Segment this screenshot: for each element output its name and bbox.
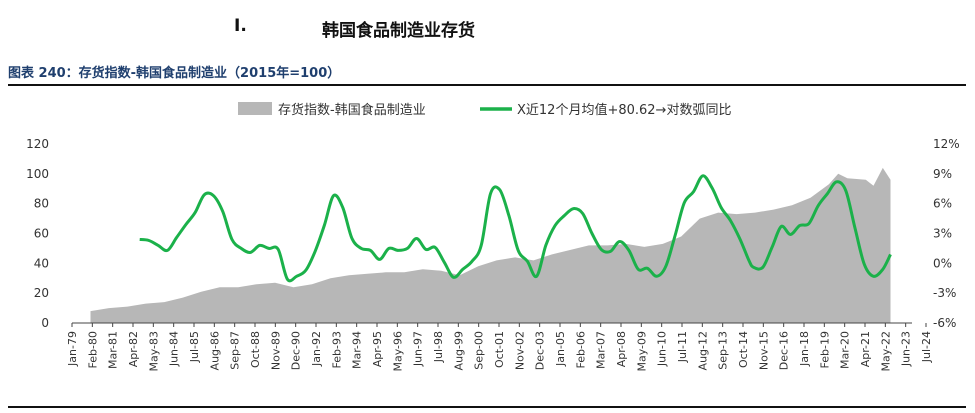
y-left-tick-label: 120 — [26, 137, 49, 151]
x-tick-label: Oct-01 — [493, 331, 506, 368]
section-heading: I. 韩国食品制造业存货 — [0, 16, 975, 42]
x-tick-label: Dec-16 — [778, 331, 791, 370]
x-tick-label: Jan-05 — [554, 331, 567, 367]
y-right-tick-label: -6% — [933, 316, 956, 330]
yoy-line — [139, 174, 892, 283]
y-right-tick-label: 9% — [933, 167, 952, 181]
section-number: I. — [234, 16, 247, 36]
x-tick-label: Jul-85 — [188, 331, 201, 363]
x-tick-label: Jun-84 — [168, 331, 181, 367]
x-tick-label: Jun-10 — [656, 331, 669, 367]
x-tick-label: Feb-93 — [330, 331, 343, 368]
y-left-tick-label: 100 — [26, 167, 49, 181]
x-tick-label: Aug-12 — [696, 331, 709, 370]
x-tick-label: Apr-82 — [127, 331, 140, 367]
x-tick-label: Dec-90 — [290, 331, 303, 370]
figure-title: 图表 240：存货指数-韩国食品制造业（2015年=100） — [8, 66, 341, 81]
x-tick-label: Apr-08 — [615, 331, 628, 367]
y-left-tick-label: 20 — [34, 286, 49, 300]
x-tick-label: Nov-89 — [269, 331, 282, 370]
legend-swatch-area — [238, 102, 272, 115]
y-left-tick-label: 60 — [34, 227, 49, 241]
x-tick-label: Nov-15 — [757, 331, 770, 370]
y-left-tick-label: 0 — [41, 316, 49, 330]
x-tick-label: Oct-14 — [737, 331, 750, 368]
x-tick-label: Mar-07 — [595, 331, 608, 369]
x-tick-label: Mar-81 — [107, 331, 120, 369]
x-tick-label: Feb-19 — [818, 331, 831, 368]
x-tick-label: Nov-02 — [513, 331, 526, 370]
legend-label-area: 存货指数-韩国食品制造业 — [278, 102, 426, 118]
x-tick-label: Mar-20 — [839, 331, 852, 369]
x-tick-label: Jun-97 — [412, 331, 425, 367]
top-rule — [8, 84, 966, 86]
x-tick-label: May-83 — [147, 331, 160, 372]
x-tick-label: Aug-99 — [452, 331, 465, 370]
x-tick-label: Jan-79 — [66, 331, 79, 367]
x-tick-label: Jan-18 — [798, 331, 811, 367]
inventory-index-area — [90, 167, 891, 323]
y-left-tick-label: 40 — [34, 256, 49, 270]
x-tick-label: Jul-24 — [920, 331, 933, 363]
legend-label-line: X近12个月均值+80.62→对数弧同比 — [517, 102, 731, 118]
y-right-tick-label: 3% — [933, 227, 952, 241]
x-tick-label: May-22 — [879, 331, 892, 372]
section-title: 韩国食品制造业存货 — [322, 21, 475, 41]
x-tick-label: Dec-03 — [534, 331, 547, 370]
x-tick-label: Jul-98 — [432, 331, 445, 363]
chart: 0 20 40 60 80 100 120 -6% -3% 0% 3% 6% 9% 12% Jan-79 Fe… — [26, 102, 960, 372]
x-tick-label: May-09 — [635, 331, 648, 372]
x-tick-label: Jun-23 — [900, 331, 913, 367]
x-tick-label: Sep-13 — [717, 331, 730, 370]
x-tick-label: Aug-86 — [208, 331, 221, 370]
y-right-tick-label: 12% — [933, 137, 960, 151]
x-tick-label: Feb-80 — [86, 331, 99, 368]
x-tick-label: May-96 — [391, 331, 404, 372]
bottom-rule — [8, 406, 966, 408]
x-tick-label: Mar-94 — [351, 331, 364, 369]
x-tick-label: Jul-11 — [676, 331, 689, 363]
x-tick-label: Sep-00 — [473, 331, 486, 370]
x-tick-label: Feb-06 — [574, 331, 587, 368]
x-tick-label: Apr-95 — [371, 331, 384, 367]
x-tick-label: Oct-88 — [249, 331, 262, 368]
y-right-tick-label: 6% — [933, 197, 952, 211]
x-tick-label: Sep-87 — [229, 331, 242, 370]
x-tick-label: Apr-21 — [859, 331, 872, 367]
y-left-tick-label: 80 — [34, 197, 49, 211]
x-tick-label: Jan-92 — [310, 331, 323, 367]
y-right-tick-label: 0% — [933, 256, 952, 270]
y-right-tick-label: -3% — [933, 286, 956, 300]
